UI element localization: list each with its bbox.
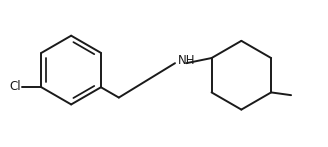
Text: NH: NH	[178, 54, 195, 67]
Text: Cl: Cl	[10, 80, 21, 93]
